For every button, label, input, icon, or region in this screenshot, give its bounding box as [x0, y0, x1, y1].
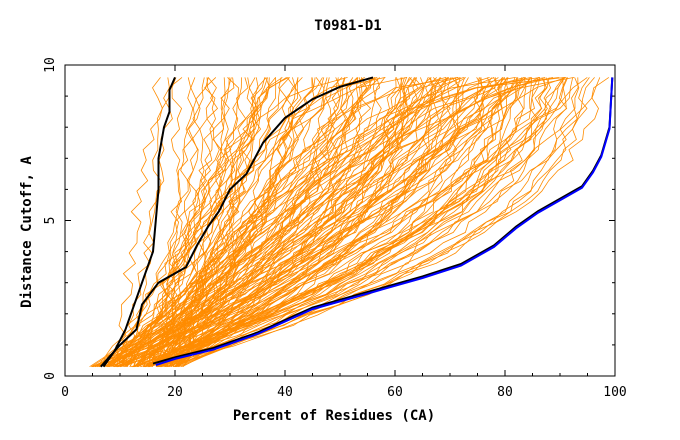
series-line-1	[102, 76, 176, 368]
background-model-curves	[89, 77, 610, 368]
background-model-curve	[168, 77, 565, 368]
background-model-curve	[118, 77, 348, 367]
background-model-curve	[170, 77, 532, 368]
background-model-curve	[159, 77, 601, 368]
background-model-curve	[133, 77, 496, 367]
background-model-curve	[168, 77, 437, 368]
background-model-curve	[117, 77, 590, 368]
background-model-curve	[173, 77, 490, 367]
y-tick-label: 10	[43, 57, 58, 73]
background-model-curve	[115, 77, 508, 368]
background-model-curve	[173, 77, 495, 368]
background-model-curve	[110, 77, 533, 368]
background-model-curve	[157, 77, 580, 368]
background-model-curve	[115, 77, 183, 367]
background-model-curve	[98, 77, 575, 367]
x-axis-ticks: 0 20 40 60 80 100	[61, 65, 627, 400]
background-model-curve	[114, 77, 424, 367]
background-model-curve	[174, 77, 432, 367]
background-model-curve	[175, 77, 461, 368]
background-model-curve	[126, 77, 289, 367]
series-line-4	[155, 77, 614, 367]
background-model-curve	[105, 77, 268, 367]
x-tick-label: 20	[167, 385, 183, 400]
background-model-curve	[145, 77, 568, 368]
background-model-curve	[91, 77, 372, 368]
x-tick-label: 80	[497, 385, 513, 400]
background-model-curve	[158, 77, 517, 368]
background-model-curve	[158, 77, 566, 367]
background-model-curve	[150, 77, 249, 367]
background-model-curve	[137, 77, 554, 368]
background-model-curve	[157, 77, 610, 368]
background-model-curve	[142, 77, 325, 367]
background-model-curve	[161, 77, 541, 368]
series-line-2	[100, 76, 374, 368]
background-model-curve	[113, 77, 459, 368]
background-model-curve	[94, 77, 531, 368]
highlighted-model-curves	[100, 76, 614, 368]
background-model-curve	[148, 77, 516, 367]
x-tick-label: 40	[277, 385, 293, 400]
background-model-curve	[175, 77, 504, 368]
background-model-curve	[176, 77, 567, 368]
background-model-curve	[92, 77, 403, 368]
background-model-curve	[159, 77, 447, 367]
background-model-curve	[143, 77, 564, 368]
background-model-curve	[109, 77, 564, 368]
x-tick-label: 60	[387, 385, 403, 400]
background-model-curve	[143, 77, 566, 368]
x-axis-label: Percent of Residues (CA)	[233, 408, 435, 424]
background-model-curve	[126, 77, 173, 367]
background-model-curve	[120, 77, 205, 367]
background-model-curve	[159, 77, 508, 368]
background-model-curve	[145, 77, 465, 367]
y-tick-label: 0	[43, 372, 58, 380]
background-model-curve	[145, 77, 469, 368]
background-model-curve	[166, 77, 569, 368]
y-axis-ticks: 0 5 10	[43, 57, 615, 380]
background-model-curve	[125, 77, 242, 367]
y-tick-label: 5	[43, 217, 58, 225]
background-model-curve	[105, 77, 381, 368]
background-model-curve	[137, 77, 524, 368]
background-model-curve	[151, 77, 459, 367]
background-model-curve	[115, 77, 377, 367]
x-tick-label: 100	[603, 385, 626, 400]
background-model-curve	[107, 77, 525, 367]
background-model-curve	[103, 77, 574, 368]
background-model-curve	[148, 77, 595, 368]
chart-title: T0981-D1	[314, 18, 381, 34]
background-model-curve	[160, 77, 316, 368]
x-tick-label: 0	[61, 385, 69, 400]
background-model-curve	[155, 77, 588, 368]
background-model-curve	[162, 77, 527, 367]
background-model-curve	[175, 77, 449, 368]
background-model-curve	[134, 77, 486, 368]
background-model-curve	[112, 77, 560, 367]
y-axis-label: Distance Cutoff, A	[19, 156, 35, 308]
background-model-curve	[98, 77, 480, 368]
